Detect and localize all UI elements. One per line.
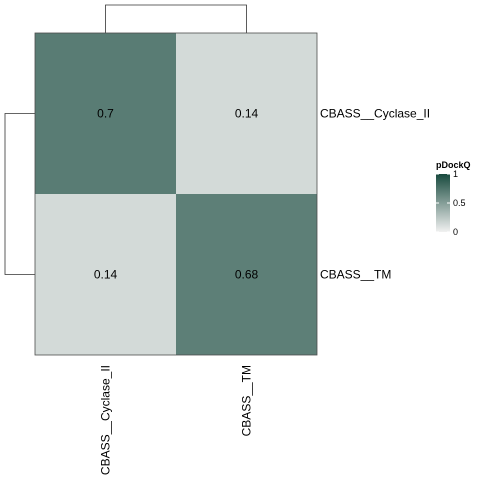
- cell-value-label: 0.14: [235, 107, 259, 121]
- color-legend: pDockQ 0 0.5 1: [436, 160, 471, 237]
- cell-value-label: 0.14: [94, 268, 118, 282]
- axis-labels: CBASS__Cyclase_II CBASS__TM CBASS__Cyclase…: [99, 107, 431, 476]
- heatmap-cell: [35, 33, 176, 194]
- column-label: CBASS__Cyclase_II: [99, 365, 113, 475]
- legend-tick-label: 1: [453, 169, 458, 179]
- legend-title: pDockQ: [436, 160, 471, 170]
- heatmap-cell: [176, 194, 317, 355]
- heatmap-cell: [176, 33, 317, 194]
- row-dendrogram: [4, 113, 35, 275]
- cell-value-labels: 0.7 0.14 0.14 0.68: [94, 107, 259, 282]
- heatmap-border: [34, 32, 318, 356]
- legend-tick-label: 0.5: [453, 198, 466, 208]
- legend-tick-label: 0: [453, 227, 458, 237]
- heatmap-cells: [34, 32, 318, 356]
- dendrograms: [4, 4, 247, 275]
- cell-value-label: 0.68: [235, 268, 259, 282]
- column-dendrogram: [105, 4, 247, 33]
- legend-color-bar: [436, 174, 450, 232]
- heatmap-cell: [35, 194, 176, 355]
- column-label: CBASS__TM: [240, 365, 254, 436]
- row-label: CBASS__TM: [320, 268, 391, 282]
- cell-value-label: 0.7: [97, 107, 114, 121]
- row-label: CBASS__Cyclase_II: [320, 107, 430, 121]
